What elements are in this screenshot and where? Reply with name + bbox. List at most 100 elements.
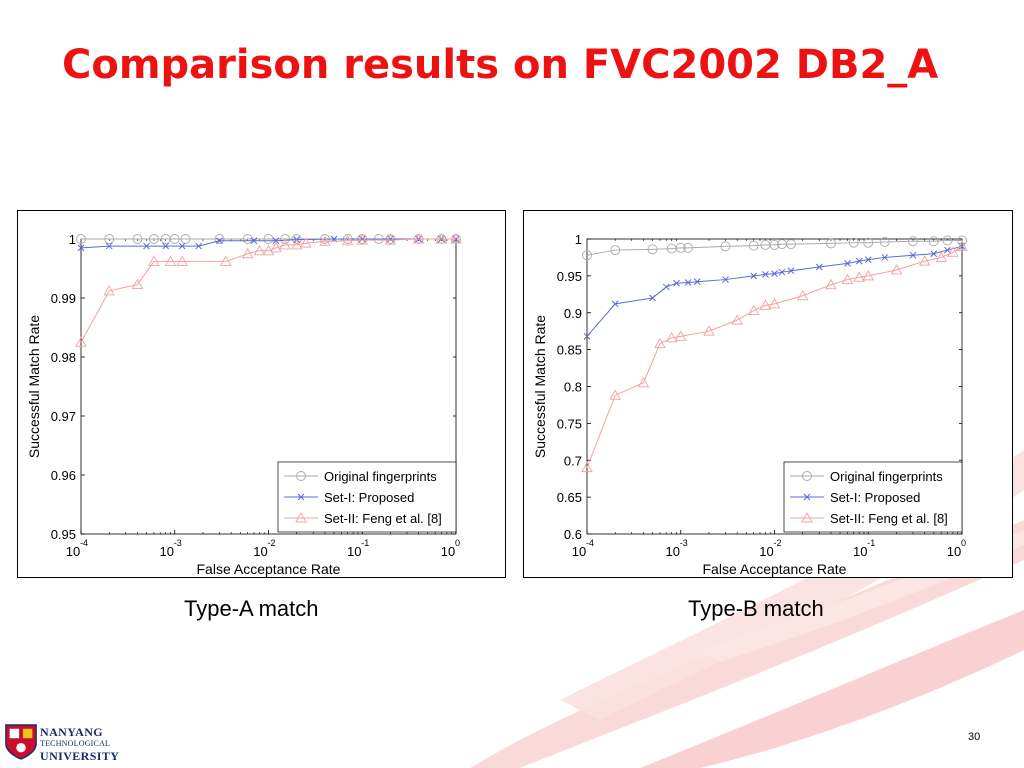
data-point-x <box>787 267 795 275</box>
data-point-triangle <box>841 273 854 285</box>
y-tick-label: 0.95 <box>51 527 76 542</box>
data-point-triangle <box>131 278 144 289</box>
data-point-triangle <box>253 244 266 256</box>
data-point-circle <box>748 240 759 251</box>
data-point-circle <box>280 234 290 244</box>
x-tick-label: 10 <box>253 544 267 559</box>
data-point-x <box>297 493 305 501</box>
data-point-triangle <box>450 233 462 244</box>
x-tick-exponent: -1 <box>361 538 369 548</box>
data-point-x <box>844 259 851 267</box>
x-tick-label: 10 <box>160 544 174 559</box>
data-point-triangle <box>703 325 715 336</box>
data-point-circle <box>908 236 918 247</box>
data-point-x <box>909 251 917 259</box>
data-point-triangle <box>300 237 312 248</box>
data-point-x <box>143 242 150 250</box>
data-point-triangle <box>637 376 650 388</box>
data-point-circle <box>683 242 694 253</box>
y-tick-label: 0.96 <box>51 468 76 483</box>
x-axis-label: False Acceptance Rate <box>197 561 341 577</box>
data-point-circle <box>825 238 836 249</box>
x-tick-label: 10 <box>759 544 773 559</box>
data-point-x <box>750 272 758 280</box>
data-point-triangle <box>768 297 781 309</box>
data-point-circle <box>720 241 731 252</box>
data-point-x <box>250 237 258 245</box>
x-tick-label: 10 <box>441 544 455 559</box>
data-point-triangle <box>341 234 354 246</box>
data-point-triangle <box>262 244 275 256</box>
y-tick-label: 0.97 <box>51 409 76 424</box>
data-point-triangle <box>384 234 397 245</box>
chart-type-a-plot: 10-410-310-210-11000.950.960.970.980.991… <box>26 232 462 577</box>
y-axis-label: Successful Match Rate <box>532 315 548 458</box>
y-tick-label: 0.75 <box>557 416 582 431</box>
data-point-circle <box>786 239 796 250</box>
data-point-triangle <box>796 289 809 301</box>
y-tick-label: 0.99 <box>51 291 76 306</box>
data-point-x <box>881 254 889 261</box>
y-tick-label: 0.95 <box>557 269 582 284</box>
data-point-triangle <box>581 461 593 473</box>
chart-type-a: 10 -4 10 -3 10 -2 10 -1 10 0 0.95 0.96 0.97 0.98 0.99 1… <box>17 210 506 578</box>
data-point-triangle <box>279 238 291 250</box>
data-point-x <box>778 268 786 276</box>
y-tick-label: 0.85 <box>557 343 582 358</box>
data-point-x <box>77 244 85 252</box>
series-line <box>586 245 963 337</box>
data-point-circle <box>104 234 115 244</box>
legend-label: Original fingerprints <box>830 469 943 484</box>
data-point-x <box>583 332 591 340</box>
legend-label: Set-II: Feng et al. [8] <box>830 511 948 526</box>
data-point-triangle <box>176 255 188 266</box>
data-point-x <box>771 270 778 278</box>
data-point-x <box>216 237 223 245</box>
data-point-x <box>178 242 186 250</box>
y-tick-label: 1 <box>575 232 582 247</box>
y-axis-label: Successful Match Rate <box>26 315 42 458</box>
y-tick-label: 0.6 <box>564 527 582 542</box>
data-point-x <box>944 246 951 254</box>
data-point-triangle <box>654 337 666 349</box>
data-point-triangle <box>435 233 448 244</box>
data-point-x <box>162 242 170 250</box>
university-logo-text: NANYANG TECHNOLOGICAL UNIVERSITY <box>40 726 119 762</box>
y-tick-label: 0.9 <box>564 306 582 321</box>
data-point-x <box>722 276 729 283</box>
logo-line-3: UNIVERSITY <box>40 749 120 763</box>
slide-title: Comparison results on FVC2002 DB2_A <box>62 42 939 88</box>
series-line <box>80 238 456 343</box>
university-crest-icon <box>5 724 37 760</box>
x-tick-label: 10 <box>347 544 361 559</box>
y-tick-label: 0.7 <box>564 453 582 468</box>
data-point-circle <box>942 235 953 246</box>
x-tick-exponent: -1 <box>867 538 875 548</box>
data-point-x <box>855 257 863 265</box>
data-point-triangle <box>759 299 772 310</box>
data-point-x <box>762 271 769 278</box>
y-tick-label: 1 <box>69 232 76 247</box>
data-point-circle <box>582 250 592 261</box>
series-line <box>586 245 963 468</box>
x-tick-label: 10 <box>572 544 586 559</box>
data-point-circle <box>214 234 225 244</box>
x-tick-exponent: -2 <box>268 538 276 548</box>
x-tick-label: 10 <box>947 544 961 559</box>
data-point-triangle <box>164 255 177 266</box>
data-point-circle <box>675 242 686 253</box>
data-point-triangle <box>665 331 678 343</box>
data-point-triangle <box>890 264 903 275</box>
data-point-circle <box>848 237 859 248</box>
data-point-triangle <box>747 304 760 315</box>
data-point-circle <box>863 237 874 248</box>
logo-line-1: NANYANG <box>40 725 104 739</box>
data-point-triangle <box>356 234 369 245</box>
y-tick-label: 0.8 <box>564 380 582 395</box>
data-point-circle <box>610 245 621 256</box>
legend-label: Set-I: Proposed <box>324 490 414 505</box>
caption-type-b: Type-B match <box>688 596 824 621</box>
series-line <box>80 238 456 249</box>
data-point-triangle <box>956 240 968 251</box>
data-point-x <box>358 235 366 243</box>
